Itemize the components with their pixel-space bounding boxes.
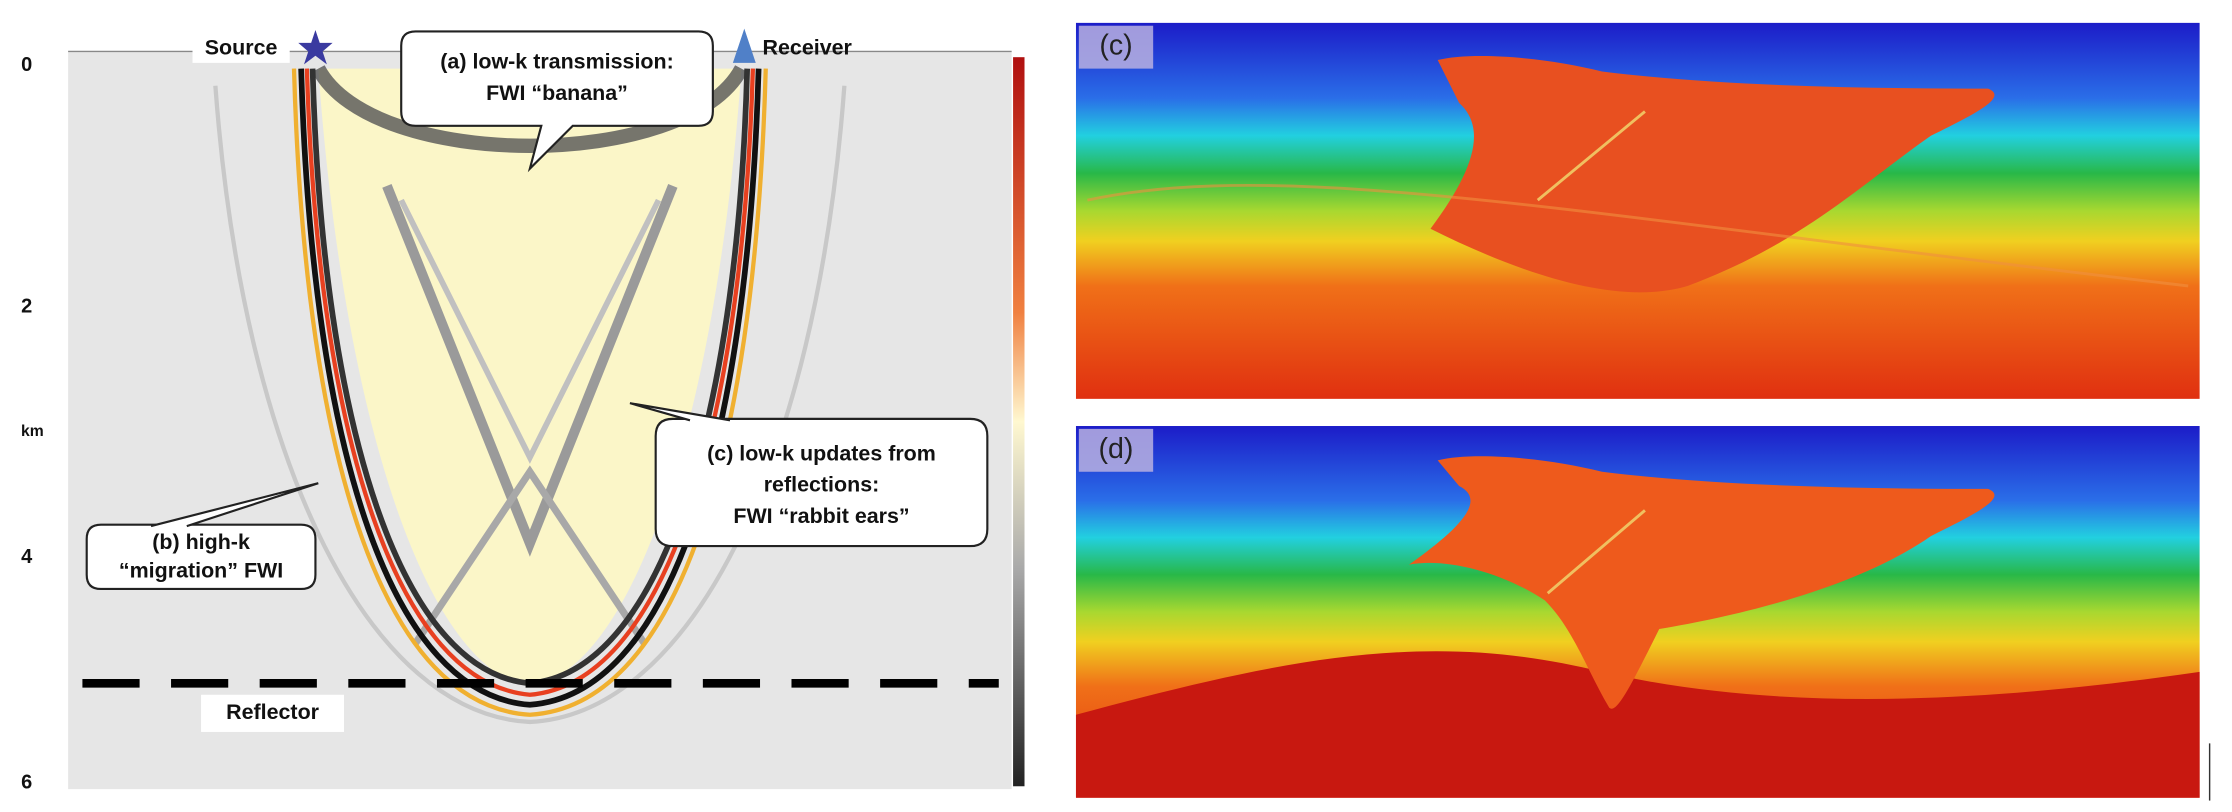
velocity-panel: (d) bbox=[1075, 426, 2200, 798]
panel-label: (c) bbox=[1099, 30, 1132, 62]
depth-label: 0 bbox=[21, 54, 32, 76]
left-panel: Reflector Source Receiver 0 2 4 6 km (a)… bbox=[21, 28, 1025, 794]
migration-wavefront bbox=[304, 68, 756, 697]
velocity-panel: (c) bbox=[1075, 22, 2200, 399]
rabbit-ears-ray bbox=[382, 183, 678, 557]
callout-text: reflections: bbox=[764, 473, 880, 497]
fault bbox=[1536, 110, 1646, 202]
callout-text: (b) high-k bbox=[152, 530, 250, 554]
callout-text: FWI “banana” bbox=[486, 81, 628, 105]
callout-box bbox=[654, 417, 989, 548]
label-box bbox=[192, 31, 290, 63]
receiver-triangle bbox=[732, 28, 756, 63]
panel-label: (d) bbox=[1099, 433, 1134, 465]
layer bbox=[1087, 183, 2189, 288]
rabbit-ears-region bbox=[318, 68, 742, 687]
depth-label: 6 bbox=[21, 772, 32, 794]
receiver-label: Receiver bbox=[763, 35, 853, 59]
rabbit-ears-ray bbox=[398, 198, 662, 464]
depth-unit: km bbox=[21, 423, 44, 440]
salt-body bbox=[1430, 56, 1995, 293]
migration-wavefront bbox=[298, 68, 762, 708]
panel-label-box bbox=[1078, 25, 1154, 69]
migration-wavefront bbox=[291, 68, 768, 717]
callout-box bbox=[400, 30, 714, 173]
depth-label: 2 bbox=[21, 296, 32, 318]
salt-body bbox=[1409, 456, 1995, 709]
callout-box bbox=[85, 523, 317, 591]
fault bbox=[1546, 509, 1646, 595]
panel-label-box bbox=[1078, 428, 1154, 472]
callout-tail bbox=[629, 402, 731, 422]
migration-wavefront bbox=[213, 85, 847, 725]
callout-text: “migration” FWI bbox=[119, 558, 283, 582]
basement bbox=[1075, 651, 2200, 798]
callout-text: (a) low-k transmission: bbox=[440, 50, 673, 74]
callout-text: FWI “rabbit ears” bbox=[733, 504, 909, 528]
label-box bbox=[201, 694, 345, 732]
reflector-label: Reflector bbox=[226, 700, 320, 724]
callout-text: (c) low-k updates from bbox=[707, 441, 936, 465]
depth-label: 4 bbox=[21, 546, 33, 568]
rabbit-ears-ray bbox=[412, 465, 648, 646]
callout-tail bbox=[150, 482, 319, 528]
colorbar bbox=[1013, 57, 1025, 787]
source-label: Source bbox=[205, 35, 278, 59]
